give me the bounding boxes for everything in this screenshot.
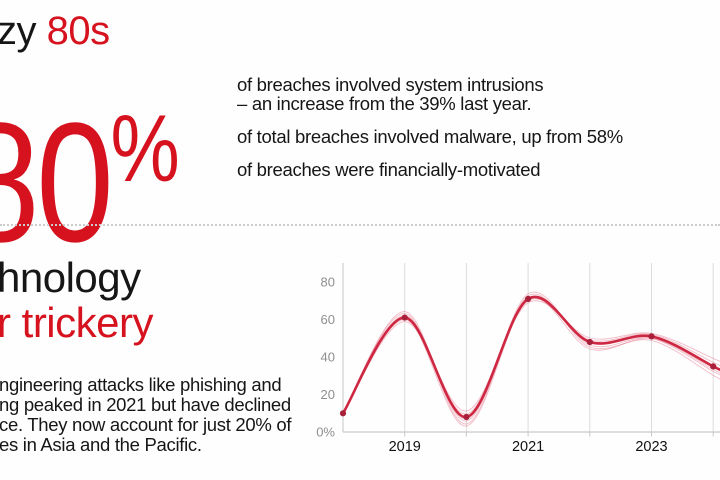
stats-heading-red: 80s — [46, 9, 111, 53]
data-point-dot — [463, 413, 470, 421]
x-tick-label: 2023 — [635, 439, 667, 455]
stats-heading-black: zy — [0, 9, 37, 53]
y-tick-label: 20 — [321, 387, 335, 402]
tech-paragraph-line: ce. They now account for just 20% of — [0, 414, 292, 435]
data-point-dot — [401, 314, 408, 321]
stat-item: of breaches were financially-motivated — [237, 160, 637, 179]
percent-sign: % — [110, 96, 180, 202]
stat-line: of breaches involved system intrusions — [237, 74, 544, 95]
tech-heading-line1: hnology — [0, 254, 141, 301]
stat-line: of total breaches involved malware, up f… — [237, 126, 623, 147]
tech-paragraph-line: es in Asia and the Pacific. — [0, 434, 202, 455]
dotted-divider — [0, 224, 720, 226]
y-tick-label: 60 — [321, 312, 335, 327]
tech-heading-line2: r trickery — [0, 299, 154, 346]
stat-item: of breaches involved system intrusions –… — [237, 75, 637, 113]
tech-paragraph: ngineering attacks like phishing and ng … — [0, 375, 299, 455]
tech-paragraph-line: ngineering attacks like phishing and — [0, 374, 282, 395]
stat-line: of breaches were financially-motivated — [237, 159, 541, 180]
trend-band-strand — [342, 291, 720, 422]
y-tick-label: 80 — [321, 275, 335, 290]
x-tick-label: 2019 — [389, 439, 421, 455]
tech-paragraph-line: ng peaked in 2021 but have declined — [0, 394, 291, 415]
trend-band-strand — [342, 293, 720, 425]
x-tick-label: 2021 — [512, 439, 544, 455]
data-point-dot — [339, 410, 347, 417]
trend-chart: 80 60 40 20 0% 2019 2021 2023 — [316, 263, 720, 455]
trend-band-strand — [342, 298, 720, 415]
big-percentage: 80% — [0, 64, 180, 268]
y-tick-label: 40 — [321, 350, 335, 365]
trend-band-strand — [342, 300, 720, 414]
tech-heading: hnology r trickery — [0, 254, 154, 346]
y-tick-label: 0% — [316, 425, 335, 440]
stat-line: – an increase from the 39% last year. — [237, 93, 532, 114]
stats-heading: zy 80s — [0, 9, 110, 53]
data-point-dot — [525, 295, 532, 302]
data-point-dot — [648, 333, 655, 340]
stat-item: of total breaches involved malware, up f… — [237, 127, 637, 146]
stats-list: of breaches involved system intrusions –… — [237, 75, 637, 193]
data-point-dot — [710, 363, 717, 370]
data-point-dot — [586, 338, 593, 346]
big-percentage-number: 80 — [0, 88, 114, 278]
